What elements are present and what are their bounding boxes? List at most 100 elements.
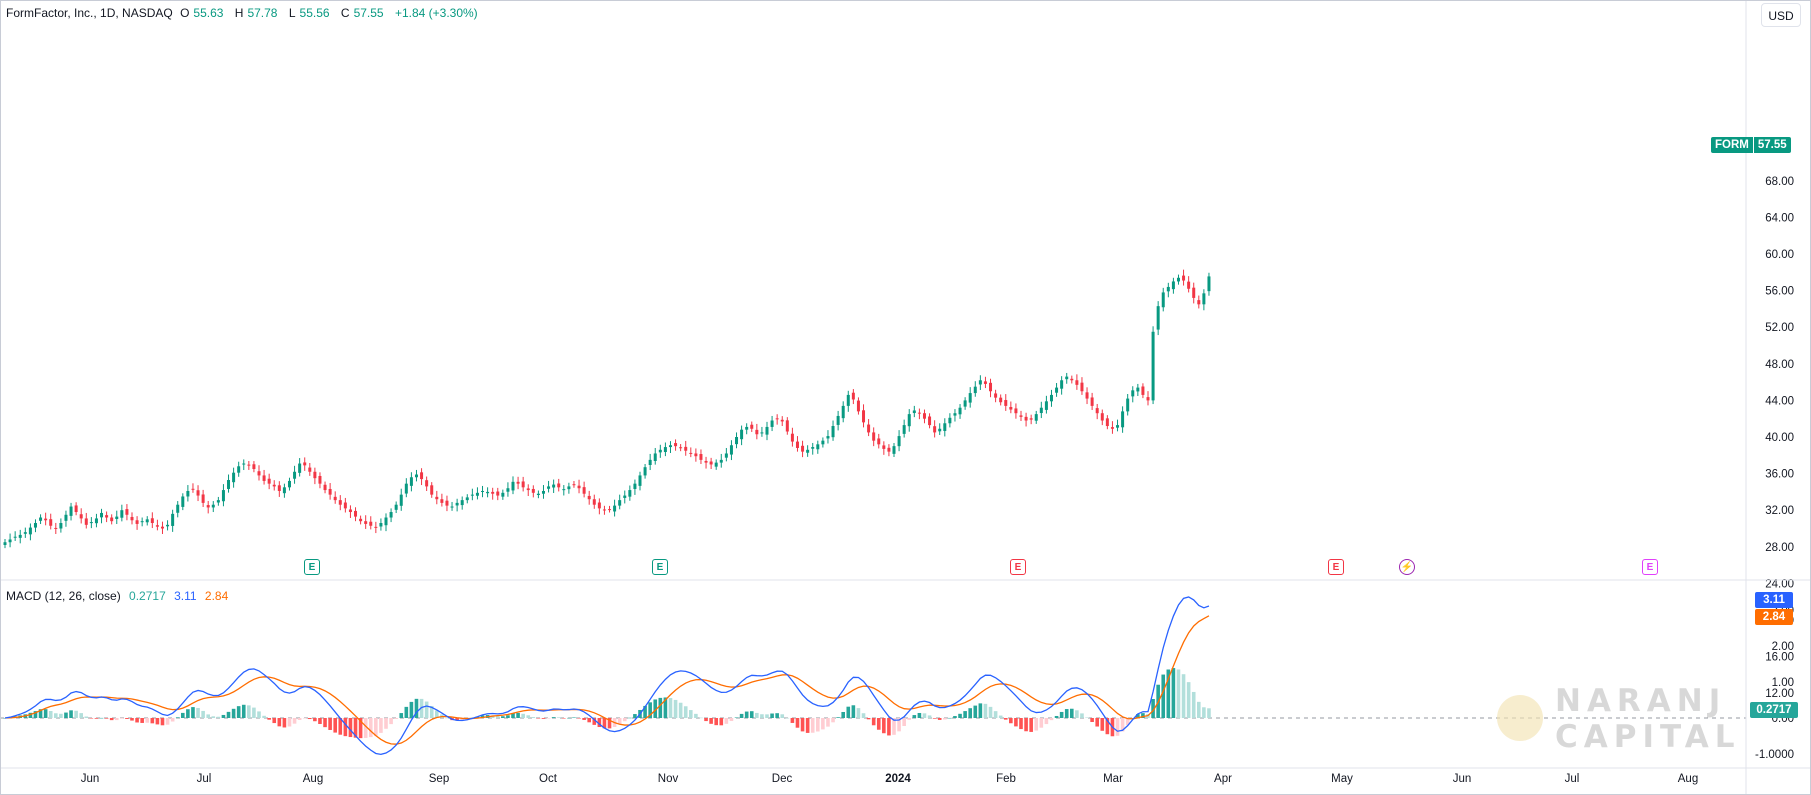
histogram-bar — [617, 718, 622, 725]
histogram-bar — [709, 718, 713, 724]
earnings-event-icon[interactable]: E — [1328, 559, 1344, 575]
time-tick-label: Aug — [1678, 773, 1698, 785]
macd-title[interactable]: MACD (12, 26, close) — [6, 589, 121, 603]
histogram-bar — [907, 718, 912, 720]
histogram-bar — [551, 717, 556, 718]
histogram-bar — [1034, 718, 1039, 731]
candle-body — [577, 485, 581, 489]
candle-body — [130, 516, 134, 521]
candle-body — [44, 518, 48, 521]
split-event-icon[interactable]: ⚡ — [1399, 559, 1415, 575]
histogram-bar — [328, 718, 332, 730]
histogram-bar — [937, 718, 942, 720]
candle-body — [1105, 418, 1109, 427]
candle-body — [978, 380, 982, 385]
last-price-symbol: FORM — [1711, 137, 1753, 153]
candle-body — [394, 504, 398, 510]
candle-body — [374, 526, 378, 528]
earnings-event-icon[interactable]: E — [1642, 559, 1658, 575]
candle-body — [13, 536, 17, 538]
histogram-bar — [556, 717, 561, 718]
currency-button[interactable]: USD — [1761, 3, 1801, 27]
candle-body — [917, 412, 921, 414]
histogram-bar — [587, 718, 591, 723]
histogram-bar — [1125, 718, 1130, 726]
candle-body — [750, 424, 754, 429]
histogram-bar — [810, 718, 815, 733]
candle-body — [851, 392, 855, 400]
histogram-bar — [1207, 708, 1211, 718]
histogram-bar — [348, 718, 353, 738]
candle-body — [328, 488, 332, 495]
candle-body — [166, 524, 170, 527]
candle-body — [1060, 380, 1064, 389]
earnings-event-icon[interactable]: E — [304, 559, 320, 575]
candle-body — [740, 429, 744, 440]
candle-body — [1049, 394, 1053, 402]
candle-body — [892, 446, 896, 454]
time-tick-label: Nov — [658, 773, 679, 785]
candle-body — [679, 447, 683, 449]
candle-body — [511, 481, 515, 491]
price-tick-label: 60.00 — [1765, 249, 1794, 261]
candle-body — [470, 494, 474, 496]
candle-body — [359, 518, 363, 522]
candle-body — [247, 464, 251, 466]
candle-body — [897, 436, 901, 447]
candle-body — [1166, 286, 1170, 292]
candle-body — [94, 518, 98, 524]
candle-body — [948, 417, 952, 424]
histogram-bar — [511, 713, 515, 718]
candle-body — [404, 483, 408, 494]
candle-body — [867, 424, 871, 433]
time-axis[interactable]: Jun Jul Aug Sep Oct Nov Dec 2024 Feb Mar Apr May Jun… — [81, 773, 1699, 785]
histogram-bar — [257, 711, 261, 718]
time-tick-label: Jun — [1453, 773, 1472, 785]
candle-body — [597, 502, 601, 509]
histogram-bar — [196, 707, 200, 718]
candle-body — [252, 464, 256, 470]
candle-body — [973, 386, 977, 394]
candle-body — [308, 467, 312, 472]
macd-axis[interactable]: 3.002.001.000.00-1.0000 — [1755, 605, 1794, 761]
histogram-bar — [1064, 709, 1069, 718]
histogram-bar — [404, 706, 409, 718]
candle-body — [1085, 392, 1089, 399]
open-label: O 55.63 — [180, 6, 224, 20]
histogram-bar — [191, 707, 195, 718]
macd-tick-label: -1.0000 — [1755, 749, 1794, 761]
earnings-event-icon[interactable]: E — [1010, 559, 1026, 575]
candle-body — [450, 506, 454, 508]
histogram-bar — [368, 718, 373, 738]
candle-body — [643, 467, 647, 476]
histogram-bar — [597, 718, 602, 728]
candle-body — [1065, 376, 1069, 380]
histogram-bar — [1120, 718, 1125, 732]
histogram-bar — [79, 713, 83, 718]
histogram-bar — [94, 718, 99, 719]
histogram-bar — [917, 712, 922, 718]
histogram-bar — [272, 718, 277, 724]
histogram-bar — [816, 718, 820, 732]
earnings-event-icon[interactable]: E — [652, 559, 668, 575]
histogram-bar — [1085, 717, 1089, 718]
candle-body — [1126, 398, 1130, 412]
symbol-name[interactable]: FormFactor, Inc., 1D, NASDAQ — [6, 6, 173, 20]
candle-body — [1075, 380, 1079, 385]
histogram-bar — [38, 709, 43, 718]
histogram-bar — [729, 718, 734, 722]
candle-body — [237, 466, 241, 473]
histogram-bar — [282, 718, 287, 728]
histogram-bar — [181, 712, 185, 718]
candle-body — [277, 485, 281, 491]
candle-body — [1009, 406, 1013, 410]
macd-signal-value: 2.84 — [204, 589, 229, 603]
candle-body — [689, 452, 693, 454]
histogram-bar — [155, 718, 160, 725]
candle-body — [420, 472, 424, 480]
candle-body — [1029, 418, 1033, 420]
histogram-bar — [658, 697, 663, 718]
histogram-bar — [226, 711, 231, 718]
watermark-line2: CAPITAL — [1555, 719, 1741, 755]
